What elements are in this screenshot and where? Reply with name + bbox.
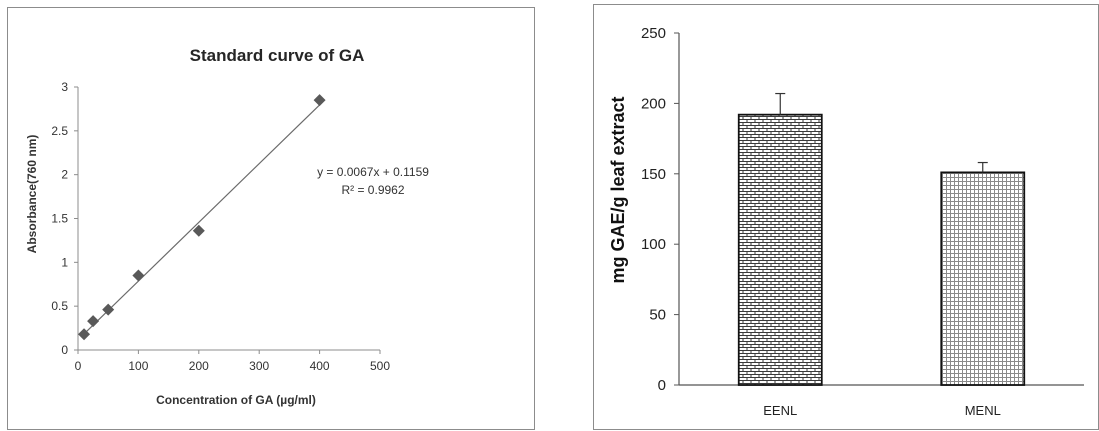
x-tick-label: 200 — [189, 359, 209, 373]
y-tick-label: 50 — [649, 307, 666, 324]
y-tick-label: 150 — [641, 166, 666, 183]
y-tick-label: 2 — [61, 168, 68, 182]
category-label: EENL — [763, 403, 797, 418]
y-tick-label: 0 — [658, 377, 666, 394]
standard-curve-panel: Standard curve of GA Concentration of GA… — [7, 7, 535, 430]
x-tick-label: 300 — [249, 359, 269, 373]
data-point — [78, 328, 91, 341]
phenolic-content-panel: mg GAE/g leaf extract 0 50 100 150 200 250 EEN… — [593, 4, 1099, 430]
data-point — [192, 224, 205, 237]
x-tick-label: 100 — [128, 359, 148, 373]
y-tick-label: 0 — [61, 343, 68, 357]
bar-eenl — [737, 113, 823, 386]
y-tick-label: 200 — [641, 95, 666, 112]
data-point — [313, 94, 326, 107]
phenolic-content-chart: mg GAE/g leaf extract 0 50 100 150 200 250 EEN… — [608, 25, 1084, 418]
y-tick-label: 1.5 — [51, 212, 68, 226]
trendline — [83, 104, 321, 335]
x-tick-label: 0 — [75, 359, 82, 373]
r-squared-annotation: R² = 0.9962 — [341, 183, 404, 197]
chart-title: Standard curve of GA — [190, 46, 365, 65]
trendline-equation: y = 0.0067x + 0.1159 — [317, 165, 429, 179]
bar-menl — [940, 171, 1026, 386]
standard-curve-chart: Standard curve of GA Concentration of GA… — [25, 46, 429, 407]
y-tick-label: 2.5 — [51, 124, 68, 138]
data-point — [132, 269, 145, 282]
y-tick-label: 100 — [641, 236, 666, 253]
x-tick-label: 500 — [370, 359, 390, 373]
y-axis-label: Absorbance(760 nm) — [25, 135, 39, 254]
x-axis-label: Concentration of GA (µg/ml) — [156, 393, 316, 407]
category-label: MENL — [965, 403, 1001, 418]
data-point — [87, 315, 100, 328]
y-tick-label: 3 — [61, 80, 68, 94]
y-tick-label: 1 — [61, 255, 68, 269]
y-tick-label: 0.5 — [51, 299, 68, 313]
data-point — [102, 303, 115, 316]
y-axis-label: mg GAE/g leaf extract — [608, 96, 628, 283]
x-tick-label: 400 — [310, 359, 330, 373]
y-tick-label: 250 — [641, 25, 666, 42]
